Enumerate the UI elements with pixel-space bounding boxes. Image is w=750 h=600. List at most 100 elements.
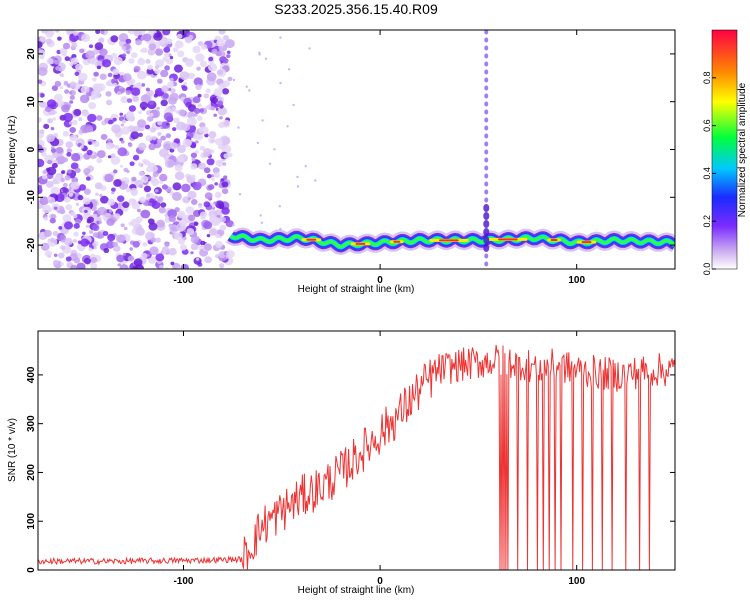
colorbar bbox=[711, 29, 738, 270]
noise-blob bbox=[131, 52, 138, 59]
noise-blob bbox=[136, 208, 141, 213]
noise-blob bbox=[127, 30, 136, 35]
noise-blob bbox=[56, 146, 64, 154]
spike-blob bbox=[483, 204, 490, 212]
noise-blob bbox=[46, 99, 57, 108]
noise-blob bbox=[100, 134, 108, 140]
noise-blob bbox=[197, 93, 202, 98]
noise-blob bbox=[138, 110, 142, 115]
noise-blob bbox=[130, 218, 140, 228]
noise-blob bbox=[208, 137, 216, 144]
noise-blob bbox=[197, 41, 204, 46]
noise-blob bbox=[200, 244, 205, 249]
spike-blob bbox=[484, 261, 489, 267]
noise-blob bbox=[38, 93, 41, 98]
noise-blob bbox=[92, 83, 102, 92]
noise-blob bbox=[128, 105, 136, 112]
noise-blob bbox=[173, 64, 183, 73]
snr-y-tick-label: 100 bbox=[26, 512, 37, 529]
noise-blob bbox=[154, 189, 159, 193]
noise-blob bbox=[86, 176, 91, 181]
noise-blob bbox=[227, 76, 233, 82]
noise-blob bbox=[73, 257, 81, 264]
noise-blob bbox=[100, 30, 105, 34]
noise-blob bbox=[39, 93, 45, 98]
noise-blob bbox=[223, 35, 229, 41]
noise-blob bbox=[145, 59, 151, 64]
noise-blob bbox=[146, 166, 154, 173]
noise-blob bbox=[92, 224, 100, 232]
noise-blob bbox=[130, 187, 138, 196]
noise-blob bbox=[114, 132, 122, 138]
spike-blob bbox=[483, 236, 490, 244]
noise-blob bbox=[55, 30, 60, 33]
noise-blob bbox=[180, 263, 189, 269]
noise-blob bbox=[162, 140, 173, 150]
noise-blob bbox=[157, 132, 162, 136]
noise-blob bbox=[75, 63, 83, 71]
noise-blob bbox=[163, 112, 173, 121]
noise-blob bbox=[165, 133, 171, 139]
noise-blob bbox=[195, 53, 205, 62]
noise-blob bbox=[76, 262, 86, 269]
noise-blob bbox=[85, 92, 92, 97]
noise-blob bbox=[155, 253, 165, 262]
noise-blob bbox=[147, 48, 156, 56]
noise-blob bbox=[47, 159, 53, 165]
noise-blob bbox=[146, 68, 154, 75]
noise-blob bbox=[154, 68, 161, 75]
noise-blob bbox=[38, 79, 43, 84]
noise-dot bbox=[279, 81, 282, 85]
noise-blob bbox=[122, 201, 130, 208]
noise-blob bbox=[154, 64, 160, 70]
noise-blob bbox=[151, 135, 157, 141]
noise-blob bbox=[122, 53, 127, 58]
noise-blob bbox=[137, 58, 146, 66]
noise-blob bbox=[203, 167, 211, 174]
noise-dot bbox=[259, 214, 262, 217]
noise-dot bbox=[260, 221, 264, 224]
noise-blob bbox=[147, 64, 153, 70]
noise-blob bbox=[78, 184, 87, 191]
noise-blob bbox=[44, 250, 53, 257]
colorbar-label: Normalized spectral amplitude bbox=[737, 82, 748, 217]
noise-blob bbox=[119, 264, 129, 269]
noise-blob bbox=[153, 93, 158, 98]
noise-blob bbox=[221, 207, 230, 215]
noise-dot bbox=[304, 165, 307, 168]
noise-blob bbox=[195, 84, 202, 90]
noise-blob bbox=[140, 49, 144, 53]
noise-blob bbox=[62, 182, 68, 188]
noise-blob bbox=[59, 47, 68, 55]
noise-blob bbox=[69, 91, 73, 95]
noise-blob bbox=[182, 138, 192, 148]
colorbar-tick-label: 0.4 bbox=[702, 167, 712, 180]
noise-blob bbox=[62, 42, 71, 50]
noise-blob bbox=[208, 184, 215, 190]
snr-x-tick-label: 100 bbox=[568, 576, 585, 587]
noise-blob bbox=[112, 82, 118, 87]
noise-blob bbox=[205, 152, 211, 157]
noise-blob bbox=[162, 93, 169, 99]
noise-blob bbox=[125, 90, 131, 95]
snr-plot-area bbox=[38, 331, 675, 570]
noise-blob bbox=[168, 96, 177, 105]
noise-blob bbox=[94, 42, 104, 51]
noise-blob bbox=[211, 216, 221, 226]
noise-blob bbox=[177, 210, 186, 219]
noise-blob bbox=[135, 227, 145, 236]
noise-blob bbox=[101, 59, 112, 68]
noise-blob bbox=[54, 59, 60, 65]
noise-blob bbox=[155, 48, 164, 56]
snr-x-tick-label: -100 bbox=[173, 576, 193, 587]
noise-blob bbox=[107, 138, 111, 142]
noise-blob bbox=[191, 157, 196, 162]
noise-blob bbox=[126, 114, 133, 121]
noise-blob bbox=[169, 77, 174, 82]
noise-blob bbox=[161, 85, 170, 93]
noise-blob bbox=[160, 99, 168, 107]
noise-blob bbox=[63, 112, 73, 122]
noise-blob bbox=[218, 83, 226, 90]
noise-blob bbox=[64, 175, 71, 181]
noise-blob bbox=[132, 240, 140, 248]
